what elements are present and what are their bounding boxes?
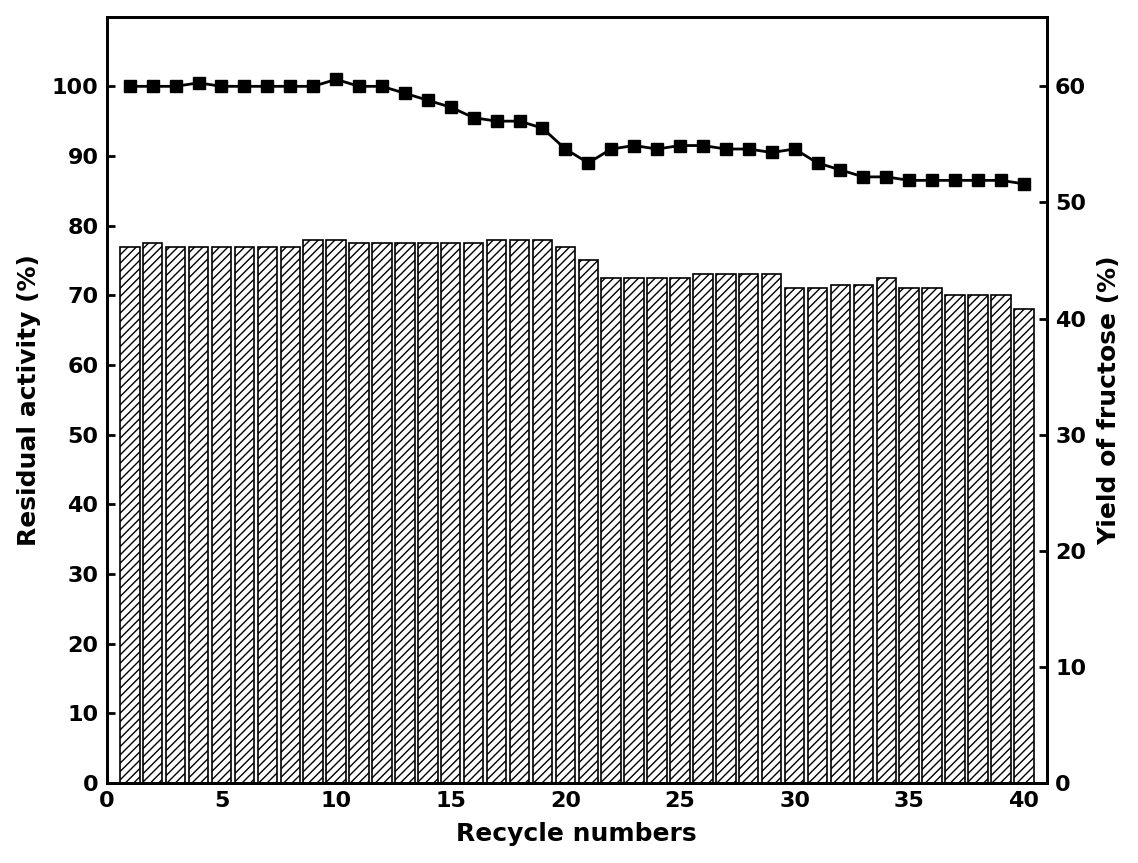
Bar (716, 274, 735, 783)
Bar (143, 243, 163, 783)
Bar (304, 240, 323, 783)
Bar (189, 247, 208, 783)
Bar (854, 285, 873, 783)
Bar (1014, 309, 1033, 783)
Bar (923, 288, 942, 783)
Bar (280, 247, 300, 783)
Bar (234, 247, 254, 783)
Bar (808, 288, 827, 783)
Bar (166, 247, 185, 783)
Bar (372, 243, 391, 783)
Bar (464, 243, 484, 783)
Bar (487, 240, 506, 783)
Y-axis label: Yield of fructose (%): Yield of fructose (%) (1097, 255, 1121, 545)
Bar (510, 240, 529, 783)
X-axis label: Recycle numbers: Recycle numbers (456, 822, 698, 847)
Bar (442, 243, 461, 783)
Bar (899, 288, 920, 783)
Y-axis label: Residual activity (%): Residual activity (%) (17, 254, 41, 545)
Bar (648, 278, 667, 783)
Bar (119, 247, 140, 783)
Bar (257, 247, 277, 783)
Bar (349, 243, 369, 783)
Bar (327, 240, 346, 783)
Bar (785, 288, 805, 783)
Bar (395, 243, 414, 783)
Bar (670, 278, 690, 783)
Bar (762, 274, 782, 783)
Bar (968, 295, 988, 783)
Bar (578, 261, 597, 783)
Bar (831, 285, 850, 783)
Bar (625, 278, 644, 783)
Bar (533, 240, 552, 783)
Bar (946, 295, 965, 783)
Bar (739, 274, 759, 783)
Bar (212, 247, 231, 783)
Bar (418, 243, 437, 783)
Bar (991, 295, 1011, 783)
Bar (602, 278, 621, 783)
Bar (693, 274, 712, 783)
Bar (555, 247, 575, 783)
Bar (876, 278, 896, 783)
